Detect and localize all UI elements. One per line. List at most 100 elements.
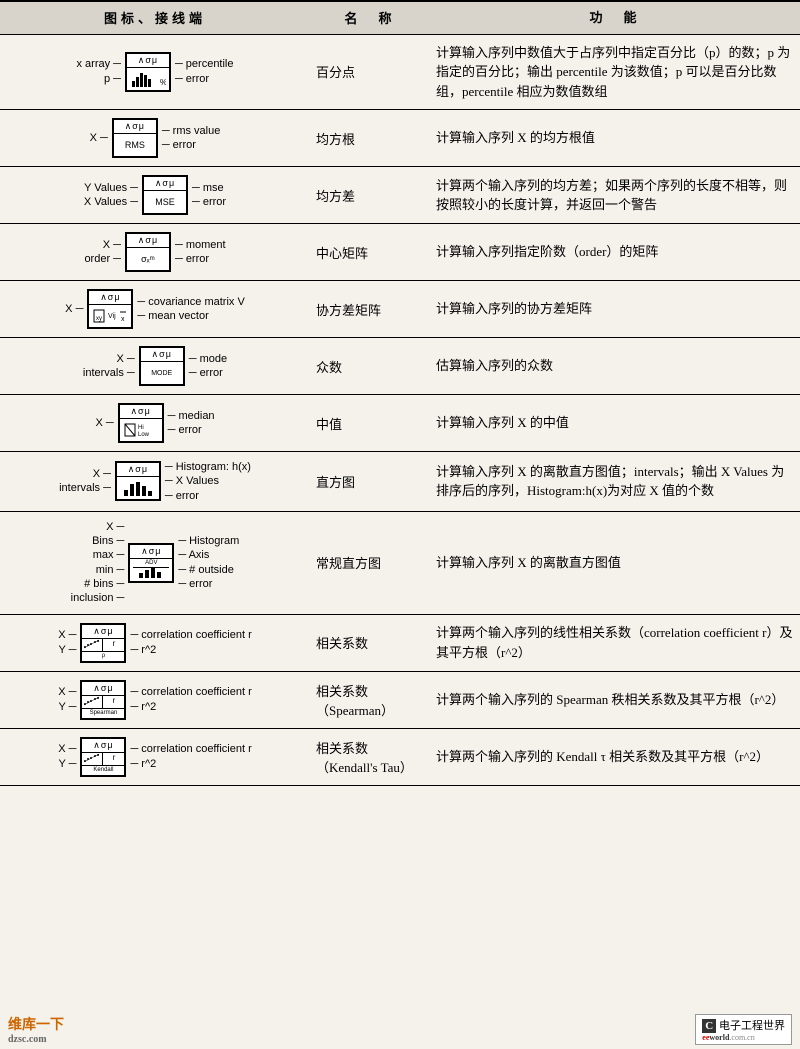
table-row: Y Values ─X Values ─∧σμMSE─ mse─ error均方… [0, 167, 800, 224]
input-label: Bins ─ [92, 534, 124, 548]
vi-icon-body: σₓᵐ [127, 248, 169, 270]
input-label: x array ─ [76, 57, 120, 71]
output-terminals: ─ correlation coefficient r─ r^2 [130, 742, 251, 771]
input-terminals: X ─ [65, 302, 83, 316]
table-row: X ─Y ─∧σμrSpearman─ correlation coeffici… [0, 671, 800, 728]
output-label: ─ Histogram [178, 534, 239, 548]
input-label: Y ─ [58, 757, 76, 771]
output-label: ─ r^2 [130, 757, 156, 771]
vi-icon-header: ∧σμ [127, 54, 169, 68]
input-terminals: X ─Bins ─max ─min ─# bins ─inclusion ─ [71, 520, 125, 606]
input-label: X ─ [58, 685, 76, 699]
vi-icon-header: ∧σμ [130, 545, 172, 559]
table-row: X ─Bins ─max ─min ─# bins ─inclusion ─∧σ… [0, 511, 800, 614]
vi-icon-body: RMS [114, 134, 156, 156]
input-terminals: X ─order ─ [84, 238, 121, 267]
output-terminals: ─ correlation coefficient r─ r^2 [130, 628, 251, 657]
name-cell: 相关系数 [310, 614, 430, 671]
table-row: X ─Y ─∧σμrKendall─ correlation coefficie… [0, 728, 800, 785]
output-label: ─ Histogram: h(x) [165, 460, 251, 474]
vi-icon-header: ∧σμ [114, 120, 156, 134]
input-terminals: X ─intervals ─ [59, 467, 111, 496]
header-name: 名 称 [310, 1, 430, 34]
input-label: X ─ [95, 416, 113, 430]
vi-icon-header: ∧σμ [89, 291, 131, 305]
output-label: ─ r^2 [130, 643, 156, 657]
function-cell: 计算输入序列的协方差矩阵 [430, 281, 800, 338]
input-label: Y ─ [58, 700, 76, 714]
vi-icon-body: HiLow [120, 419, 162, 441]
svg-text:x: x [121, 316, 125, 323]
output-label: ─ rms value [162, 124, 221, 138]
vi-icon-body: % [127, 68, 169, 90]
input-label: intervals ─ [59, 481, 111, 495]
function-cell: 计算两个输入序列的线性相关系数（correlation coefficient … [430, 614, 800, 671]
function-cell: 计算输入序列指定阶数（order）的矩阵 [430, 224, 800, 281]
output-label: ─ mse [192, 181, 224, 195]
vi-icon: ∧σμMSE [142, 175, 188, 215]
input-label: X ─ [90, 131, 108, 145]
output-label: ─ X Values [165, 474, 219, 488]
vi-icon: ∧σμADV [128, 543, 174, 583]
function-cell: 计算输入序列 X 的离散直方图值 [430, 511, 800, 614]
table-row: X ─∧σμHiLow─ median─ error中值计算输入序列 X 的中值 [0, 395, 800, 452]
vi-icon-header: ∧σμ [144, 177, 186, 191]
svg-text:Hi: Hi [138, 425, 144, 431]
vi-icon-header: ∧σμ [141, 348, 183, 362]
page-footer: 维库一下 dzsc.com C 电子工程世界 eeworld.com.cn [0, 1014, 800, 1045]
name-cell: 均方根 [310, 110, 430, 167]
icon-cell: X ─order ─∧σμσₓᵐ ─ moment─ error [0, 224, 310, 281]
table-row: X ─ ∧σμxyVijx ─ covariance matrix V─ mean … [0, 281, 800, 338]
svg-text:Low: Low [138, 432, 150, 438]
input-terminals: X ─ [90, 131, 108, 145]
output-terminals: ─ mse─ error [192, 181, 226, 210]
name-cell: 中值 [310, 395, 430, 452]
icon-cell: X ─Bins ─max ─min ─# bins ─inclusion ─∧σ… [0, 511, 310, 614]
input-label: X ─ [103, 238, 121, 252]
output-label: ─ correlation coefficient r [130, 742, 251, 756]
output-terminals: ─ correlation coefficient r─ r^2 [130, 685, 251, 714]
output-label: ─ error [162, 138, 196, 152]
input-label: X ─ [106, 520, 124, 534]
vi-icon-body: rρ [82, 639, 124, 661]
input-label: intervals ─ [83, 366, 135, 380]
function-cell: 计算输入序列 X 的均方根值 [430, 110, 800, 167]
footer-brand: 电子工程世界 [719, 1020, 785, 1032]
output-label: ─ # outside [178, 563, 234, 577]
header-func: 功 能 [430, 1, 800, 34]
vi-icon-header: ∧σμ [82, 739, 124, 753]
output-label: ─ error [175, 252, 209, 266]
vi-icon: ∧σμHiLow [118, 403, 164, 443]
footer-right-logo: C 电子工程世界 eeworld.com.cn [695, 1014, 792, 1045]
icon-cell: X ─intervals ─∧σμ─ Histogram: h(x)─ X Va… [0, 452, 310, 512]
output-label: ─ mean vector [137, 309, 208, 323]
vi-icon: ∧σμMODE [139, 346, 185, 386]
svg-text:xy: xy [96, 316, 102, 322]
input-label: # bins ─ [84, 577, 124, 591]
vi-icon-body: xyVijx [89, 305, 131, 327]
icon-cell: X ─∧σμHiLow─ median─ error [0, 395, 310, 452]
output-label: ─ median [168, 409, 215, 423]
reference-table: 图标、接线端 名 称 功 能 x array ─p ─ ∧σμ% ─ percent… [0, 0, 800, 786]
output-label: ─ error [192, 195, 226, 209]
icon-cell: X ─Y ─∧σμrρ─ correlation coefficient r─ … [0, 614, 310, 671]
output-label: ─ correlation coefficient r [130, 685, 251, 699]
footer-left-text: 维库一下 [8, 1018, 64, 1033]
vi-icon: ∧σμσₓᵐ [125, 232, 171, 272]
input-terminals: X ─Y ─ [58, 685, 76, 714]
output-label: ─ moment [175, 238, 226, 252]
vi-icon-body: rKendall [82, 753, 124, 775]
output-terminals: ─ percentile─ error [175, 57, 234, 86]
vi-icon-header: ∧σμ [82, 682, 124, 696]
output-terminals: ─ mode─ error [189, 352, 227, 381]
footer-c-icon: C [702, 1019, 716, 1033]
icon-cell: X ─Y ─∧σμrKendall─ correlation coefficie… [0, 728, 310, 785]
input-label: p ─ [104, 72, 121, 86]
input-label: X ─ [93, 467, 111, 481]
input-terminals: X ─Y ─ [58, 628, 76, 657]
output-terminals: ─ covariance matrix V─ mean vector [137, 295, 244, 324]
header-icon: 图标、接线端 [0, 1, 310, 34]
input-label: X ─ [58, 628, 76, 642]
footer-domain: eeworld.com.cn [702, 1033, 785, 1042]
vi-icon: ∧σμrKendall [80, 737, 126, 777]
